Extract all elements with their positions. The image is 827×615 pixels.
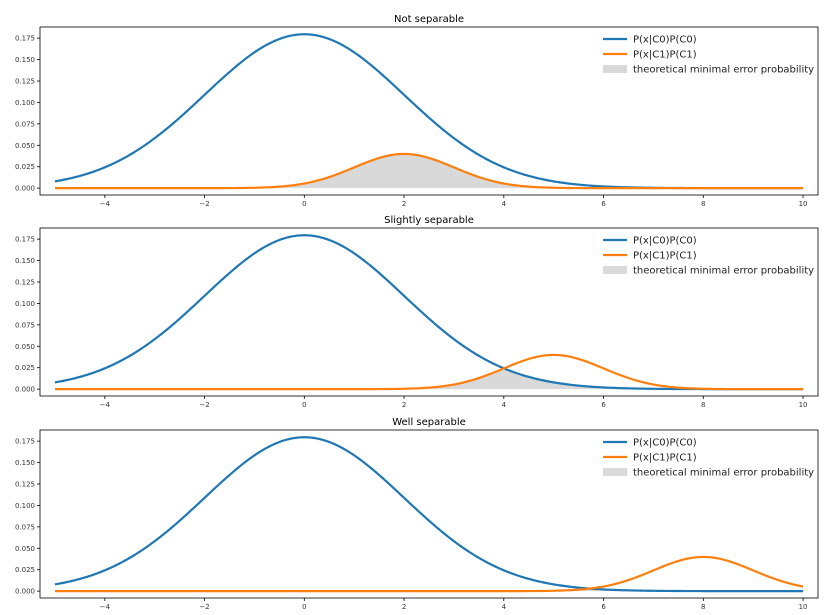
x-tick-label: 4	[502, 200, 507, 208]
y-tick-label: 0.025	[15, 163, 35, 171]
x-tick-label: −4	[100, 401, 111, 409]
legend-swatch-fill	[603, 266, 627, 274]
x-tick-label: 6	[601, 603, 606, 611]
y-tick-label: 0.000	[15, 185, 35, 193]
legend-label: P(x|C1)P(C1)	[633, 251, 697, 262]
legend-label: P(x|C1)P(C1)	[633, 453, 697, 464]
x-tick-label: −4	[100, 200, 111, 208]
y-tick-label: 0.000	[15, 588, 35, 596]
y-tick-label: 0.075	[15, 120, 35, 128]
y-tick-label: 0.125	[15, 481, 35, 489]
panel-2: Slightly separable 0.000 0.025 0.050 0.075 0.…	[15, 215, 819, 409]
series-line-c1	[54, 555, 804, 593]
x-tick-label: 2	[402, 401, 406, 409]
legend-label: P(x|C0)P(C0)	[633, 35, 697, 46]
y-tick-label: 0.050	[15, 343, 35, 351]
series-line-c1	[54, 353, 804, 391]
panel-title: Not separable	[394, 14, 464, 25]
x-tick-label: 8	[701, 603, 705, 611]
legend-label: theoretical minimal error probability	[633, 65, 814, 76]
error-area-fill	[54, 153, 804, 189]
y-tick-label: 0.175	[15, 438, 35, 446]
x-tick-label: 6	[601, 200, 606, 208]
y-tick-label: 0.125	[15, 78, 35, 86]
series-line-c1	[54, 152, 804, 190]
y-tick-label: 0.025	[15, 364, 35, 372]
y-tick-label: 0.150	[15, 257, 35, 265]
y-tick-label: 0.100	[15, 300, 35, 308]
x-tick-label: 8	[701, 200, 705, 208]
x-tick-label: 10	[799, 200, 808, 208]
x-tick-label: 2	[402, 603, 406, 611]
y-tick-label: 0.100	[15, 502, 35, 510]
error-area-fill	[54, 368, 804, 390]
legend: P(x|C0)P(C0) P(x|C1)P(C1) theoretical mini…	[603, 438, 814, 479]
x-tick-label: −2	[199, 603, 209, 611]
y-tick-label: 0.000	[15, 386, 35, 394]
y-tick-label: 0.175	[15, 35, 35, 43]
panel-title: Slightly separable	[384, 215, 474, 226]
panel-1: Not separable 0.000 0.025 0.050 0.075 0.100 0.…	[15, 14, 819, 208]
axes-frame	[39, 227, 819, 397]
legend-label: theoretical minimal error probability	[633, 266, 814, 277]
y-tick-label: 0.075	[15, 321, 35, 329]
x-tick-label: 0	[302, 603, 306, 611]
legend-label: P(x|C0)P(C0)	[633, 236, 697, 247]
y-tick-label: 0.125	[15, 279, 35, 287]
x-tick-label: 0	[302, 200, 306, 208]
legend-label: P(x|C1)P(C1)	[633, 50, 697, 61]
panel-3: Well separable 0.000 0.025 0.050 0.075 0.100 0…	[15, 417, 819, 611]
x-tick-label: 4	[502, 603, 507, 611]
x-tick-label: −2	[199, 200, 209, 208]
y-tick-label: 0.175	[15, 236, 35, 244]
series-line-c0	[54, 234, 804, 391]
legend-label: P(x|C0)P(C0)	[633, 438, 697, 449]
axes-frame	[39, 429, 819, 599]
x-tick-label: 8	[701, 401, 705, 409]
y-tick-label: 0.050	[15, 142, 35, 150]
x-tick-label: 2	[402, 200, 406, 208]
x-tick-label: 10	[799, 603, 808, 611]
x-tick-label: 6	[601, 401, 606, 409]
axes-frame	[39, 26, 819, 196]
legend-swatch-fill	[603, 468, 627, 476]
legend-swatch-fill	[603, 65, 627, 73]
legend: P(x|C0)P(C0) P(x|C1)P(C1) theoretical mini…	[603, 236, 814, 277]
y-tick-label: 0.025	[15, 566, 35, 574]
x-tick-label: −2	[199, 401, 209, 409]
x-tick-label: 4	[502, 401, 507, 409]
y-tick-label: 0.075	[15, 523, 35, 531]
legend-label: theoretical minimal error probability	[633, 468, 814, 479]
y-tick-label: 0.100	[15, 99, 35, 107]
y-tick-label: 0.150	[15, 56, 35, 64]
x-tick-label: 10	[799, 401, 808, 409]
y-tick-label: 0.150	[15, 459, 35, 467]
y-tick-label: 0.050	[15, 545, 35, 553]
legend: P(x|C0)P(C0) P(x|C1)P(C1) theoretical mini…	[603, 35, 814, 76]
series-line-c0	[54, 436, 804, 593]
x-tick-label: −4	[100, 603, 111, 611]
x-tick-label: 0	[302, 401, 306, 409]
panel-title: Well separable	[392, 417, 466, 428]
